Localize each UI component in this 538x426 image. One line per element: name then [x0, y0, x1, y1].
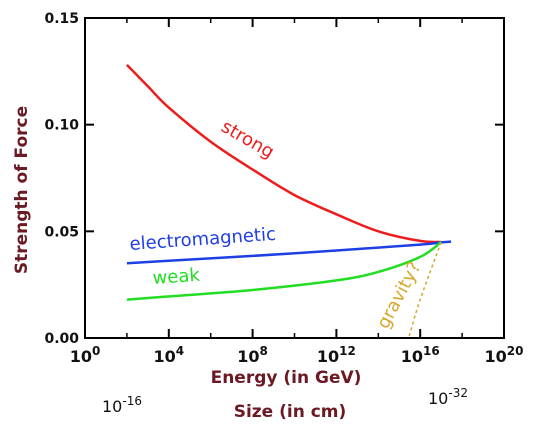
- y-tick-label: 0.15: [44, 11, 79, 27]
- plot-frame: [84, 17, 505, 339]
- secondary-axis-title: Size (in cm): [234, 402, 347, 422]
- series-line-strong: [126, 64, 442, 244]
- x-tick-label: 1016: [401, 344, 440, 366]
- series-layer: [126, 64, 452, 337]
- size-label-right: 10-32: [428, 386, 468, 408]
- y-tick-label: 0.10: [44, 118, 79, 134]
- secondary-axis-labels: 10-16 10-32: [102, 386, 468, 416]
- x-tick-label: 1012: [317, 344, 356, 366]
- axes: 0.00 0.05 0.10 0.15 100 104 108 1012 1016 1020: [44, 11, 523, 366]
- series-line-gravity: [408, 241, 442, 337]
- x-axis-title: Energy (in GeV): [211, 368, 362, 388]
- x-tick-label: 1020: [485, 344, 524, 366]
- y-axis-title: Strength of Force: [12, 106, 32, 274]
- y-tick-label: 0.05: [44, 224, 79, 240]
- plot-area: [84, 17, 505, 339]
- size-label-left: 10-16: [102, 394, 142, 416]
- series-line-weak: [126, 240, 442, 301]
- x-tick-label: 108: [237, 344, 268, 366]
- series-label-weak: weak: [152, 265, 201, 289]
- x-tick-label: 100: [70, 344, 101, 366]
- y-tick-label: 0.00: [44, 331, 79, 347]
- x-tick-label: 104: [153, 344, 184, 366]
